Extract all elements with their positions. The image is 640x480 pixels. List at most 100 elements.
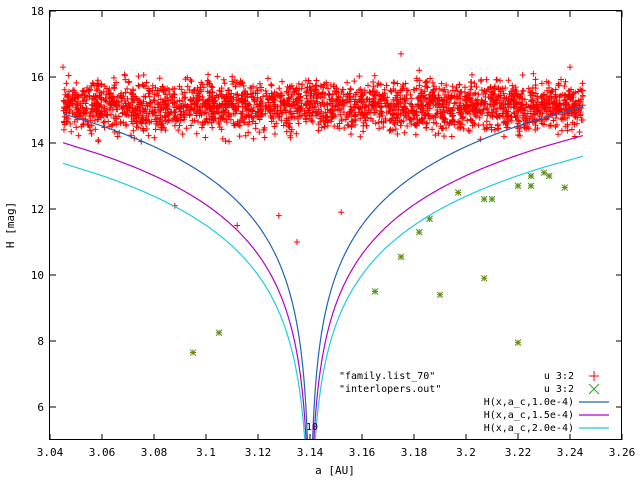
family-point bbox=[321, 123, 328, 130]
family-point bbox=[387, 104, 394, 111]
family-point bbox=[293, 130, 300, 137]
family-point bbox=[331, 123, 338, 130]
family-point bbox=[475, 91, 482, 98]
family-point bbox=[140, 98, 147, 105]
family-point bbox=[321, 123, 328, 130]
family-point bbox=[135, 82, 142, 89]
family-point bbox=[106, 98, 113, 105]
family-point bbox=[481, 126, 488, 133]
family-point bbox=[555, 131, 562, 138]
family-point bbox=[202, 98, 209, 105]
family-point bbox=[461, 89, 468, 96]
family-point bbox=[186, 87, 193, 94]
family-point bbox=[418, 98, 425, 105]
family-point bbox=[470, 108, 477, 115]
family-point bbox=[179, 131, 186, 138]
family-point bbox=[567, 64, 573, 71]
family-point bbox=[330, 110, 337, 117]
curve-3-right bbox=[314, 155, 584, 441]
family-point bbox=[113, 106, 120, 113]
family-point bbox=[129, 91, 136, 98]
family-point bbox=[398, 50, 404, 57]
family-point bbox=[440, 114, 447, 121]
family-point bbox=[351, 78, 358, 85]
family-point bbox=[513, 114, 520, 121]
family-point bbox=[180, 102, 187, 109]
family-point bbox=[283, 115, 290, 122]
family-point bbox=[344, 79, 351, 86]
family-point bbox=[509, 82, 516, 89]
family-point bbox=[499, 113, 506, 120]
family-point bbox=[295, 80, 302, 87]
family-point bbox=[86, 92, 93, 99]
family-point bbox=[183, 125, 190, 132]
interloper-point-center bbox=[541, 169, 547, 176]
family-point bbox=[250, 94, 257, 101]
family-point bbox=[317, 82, 324, 89]
family-point bbox=[499, 85, 506, 92]
family-point bbox=[550, 99, 557, 106]
family-point bbox=[162, 98, 169, 105]
family-point bbox=[81, 110, 88, 117]
series-family bbox=[60, 50, 586, 245]
interloper-point-center bbox=[416, 229, 423, 236]
family-point bbox=[561, 115, 568, 122]
family-point bbox=[293, 97, 300, 104]
family-point bbox=[151, 104, 158, 111]
family-point bbox=[121, 72, 128, 79]
family-point bbox=[233, 91, 240, 98]
family-point bbox=[102, 95, 109, 102]
family-point bbox=[393, 92, 400, 99]
family-point bbox=[85, 88, 92, 95]
family-point bbox=[513, 88, 520, 95]
y-tick-label: 18 bbox=[31, 5, 44, 18]
family-point bbox=[130, 109, 137, 116]
x-tick-label: 3.12 bbox=[245, 446, 272, 459]
family-point bbox=[453, 84, 460, 91]
family-point bbox=[184, 83, 191, 90]
family-point bbox=[402, 105, 409, 112]
family-point bbox=[223, 104, 230, 111]
family-point bbox=[494, 105, 501, 112]
family-point bbox=[181, 89, 188, 96]
family-point bbox=[151, 134, 158, 141]
interloper-point-center bbox=[515, 182, 521, 189]
x-tick-label: 3.24 bbox=[557, 446, 584, 459]
family-point bbox=[466, 90, 473, 97]
family-point bbox=[292, 87, 299, 94]
family-point bbox=[334, 107, 341, 114]
family-point bbox=[348, 131, 355, 138]
family-point bbox=[397, 100, 404, 107]
family-point bbox=[268, 106, 274, 113]
family-point bbox=[516, 118, 523, 125]
family-point bbox=[435, 130, 442, 137]
family-point bbox=[407, 116, 414, 123]
family-point bbox=[416, 67, 423, 74]
family-point bbox=[193, 98, 200, 105]
family-point bbox=[88, 82, 95, 89]
family-point bbox=[251, 98, 258, 105]
family-point bbox=[143, 116, 150, 123]
family-point bbox=[468, 71, 475, 78]
family-point bbox=[530, 70, 537, 77]
family-point bbox=[157, 112, 164, 119]
family-point bbox=[414, 77, 421, 84]
family-point bbox=[346, 96, 353, 103]
family-point bbox=[244, 100, 251, 107]
family-point bbox=[361, 114, 368, 121]
family-point bbox=[579, 93, 586, 100]
family-point bbox=[130, 108, 137, 115]
family-point bbox=[517, 106, 524, 113]
family-point bbox=[181, 116, 188, 123]
family-point bbox=[447, 94, 454, 101]
family-point bbox=[248, 113, 255, 120]
y-tick-label: 12 bbox=[31, 203, 44, 216]
family-point bbox=[488, 103, 495, 110]
family-point bbox=[416, 82, 423, 89]
family-point bbox=[501, 133, 508, 140]
family-point bbox=[337, 111, 344, 118]
family-point bbox=[372, 92, 379, 99]
family-point bbox=[370, 95, 377, 102]
x-axis-label: a [AU] bbox=[315, 464, 355, 477]
family-point bbox=[519, 72, 526, 79]
